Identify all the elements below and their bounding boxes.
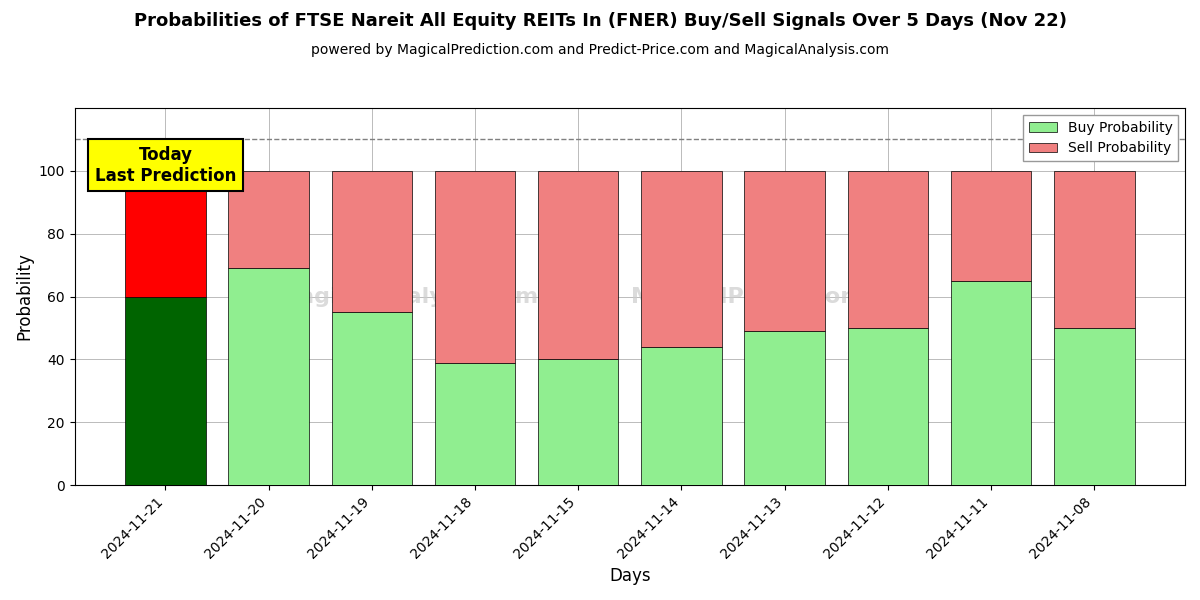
Text: Today
Last Prediction: Today Last Prediction: [95, 146, 236, 185]
Bar: [125, 171, 205, 296]
Bar: [1054, 328, 1134, 485]
Bar: [228, 171, 308, 268]
Text: MagicalPrediction.com: MagicalPrediction.com: [631, 287, 917, 307]
Bar: [228, 268, 308, 485]
Bar: [950, 281, 1031, 485]
Text: MagicalAnalysis.com: MagicalAnalysis.com: [277, 287, 539, 307]
Text: powered by MagicalPrediction.com and Predict-Price.com and MagicalAnalysis.com: powered by MagicalPrediction.com and Pre…: [311, 43, 889, 57]
Bar: [847, 171, 928, 328]
Bar: [1054, 171, 1134, 328]
Bar: [641, 171, 721, 347]
Bar: [950, 171, 1031, 281]
Text: Probabilities of FTSE Nareit All Equity REITs In (FNER) Buy/Sell Signals Over 5 : Probabilities of FTSE Nareit All Equity …: [133, 12, 1067, 30]
Bar: [331, 171, 412, 312]
Bar: [641, 347, 721, 485]
Bar: [434, 171, 515, 362]
Legend: Buy Probability, Sell Probability: Buy Probability, Sell Probability: [1024, 115, 1178, 161]
Bar: [744, 171, 824, 331]
X-axis label: Days: Days: [610, 567, 650, 585]
Bar: [125, 296, 205, 485]
Bar: [538, 359, 618, 485]
Y-axis label: Probability: Probability: [16, 253, 34, 340]
Bar: [847, 328, 928, 485]
Bar: [434, 362, 515, 485]
Bar: [538, 171, 618, 359]
Bar: [331, 312, 412, 485]
Bar: [744, 331, 824, 485]
